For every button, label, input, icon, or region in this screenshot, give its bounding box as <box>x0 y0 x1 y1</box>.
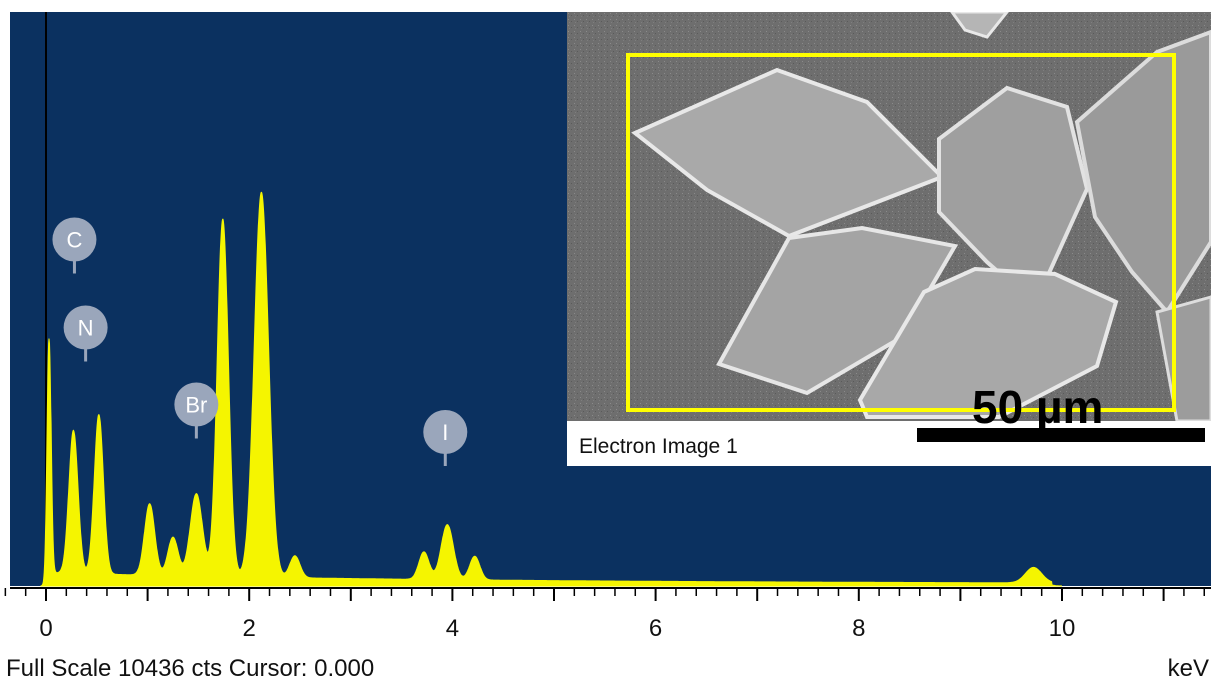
scalebar <box>917 428 1205 442</box>
marker-label: I <box>442 420 448 445</box>
spectrum-area <box>40 191 1062 587</box>
x-tick-label: 2 <box>243 615 256 642</box>
crystal-plate <box>950 12 1009 39</box>
status-text: Full Scale 10436 cts Cursor: 0.000 <box>6 655 375 682</box>
inset-caption: Electron Image 1 <box>579 435 738 458</box>
selection-box[interactable] <box>626 53 1176 412</box>
element-marker-i[interactable]: I <box>423 409 468 466</box>
x-tick-label: 0 <box>39 615 52 642</box>
crystal-plate <box>857 266 1119 419</box>
marker-circle <box>52 217 97 262</box>
x-tick-label: 10 <box>1049 615 1076 642</box>
crystal-plate <box>1074 29 1211 316</box>
sem-image <box>567 12 1211 421</box>
marker-label: C <box>67 227 83 252</box>
scalebar-label: 50 µm <box>972 381 1104 433</box>
x-tick-label: 8 <box>852 615 865 642</box>
crystal-plate <box>937 85 1090 308</box>
marker-label: Br <box>185 392 207 417</box>
x-tick-label: 4 <box>446 615 459 642</box>
sem-inset: Electron Image 1 50 µm <box>567 12 1211 466</box>
marker-circle <box>63 305 108 350</box>
element-markers: C N Br I <box>52 217 468 466</box>
marker-circle <box>174 382 219 427</box>
unit-label: keV <box>1167 655 1209 682</box>
marker-label: N <box>78 315 94 340</box>
element-marker-c[interactable]: C <box>52 217 97 274</box>
marker-circle <box>423 409 468 454</box>
x-tick-label: 6 <box>649 615 662 642</box>
x-axis: 0 2 4 6 8 10 <box>4 587 1211 642</box>
element-marker-n[interactable]: N <box>63 305 108 362</box>
element-marker-br[interactable]: Br <box>174 382 219 439</box>
crystal-plate <box>1155 295 1211 421</box>
